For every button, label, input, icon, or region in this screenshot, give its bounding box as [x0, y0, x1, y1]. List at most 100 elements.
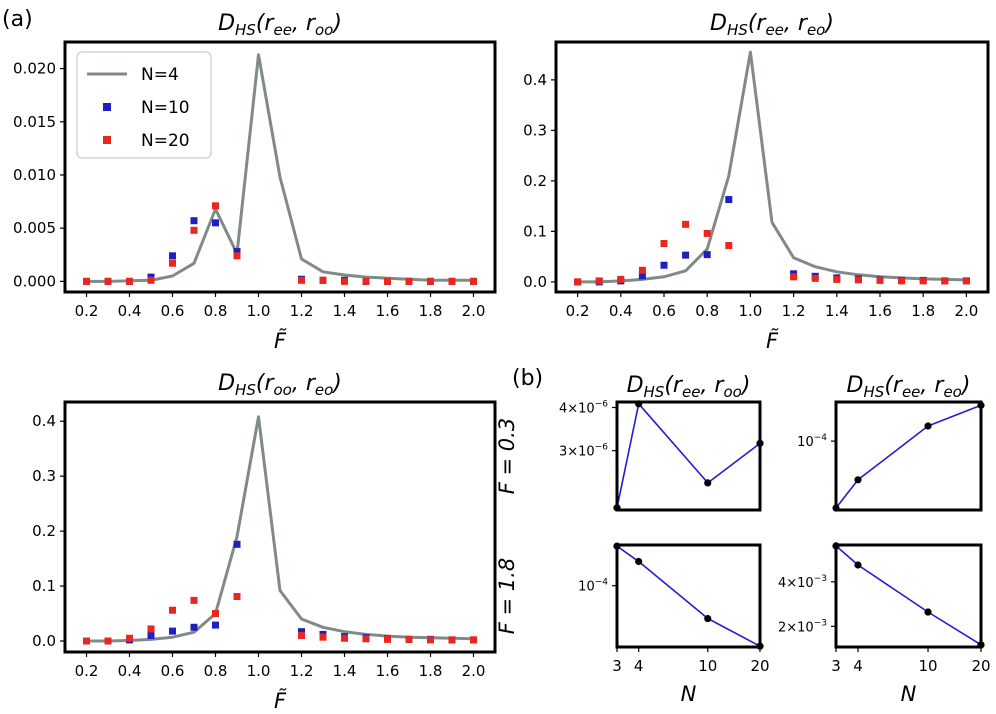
- data-point: [212, 621, 219, 629]
- series-line: [835, 545, 982, 646]
- y-tick-label: 0.4: [32, 412, 56, 430]
- x-tick-label: 1.6: [868, 302, 892, 320]
- data-point: [405, 277, 413, 285]
- x-tick-label: 1.4: [333, 302, 357, 320]
- data-point: [660, 240, 668, 248]
- y-tick-label: 0.005: [13, 219, 56, 237]
- x-tick-label: 4: [634, 657, 644, 675]
- data-point: [854, 561, 862, 569]
- x-tick-label: 20: [750, 657, 769, 675]
- data-point: [233, 252, 241, 260]
- x-tick-label: 0.2: [566, 302, 590, 320]
- axes-frame: [554, 40, 990, 294]
- x-tick-label: 4: [853, 657, 863, 675]
- data-point: [83, 637, 90, 645]
- data-point: [190, 596, 198, 604]
- data-point: [298, 628, 305, 636]
- legend-label: N=10: [141, 98, 190, 118]
- panel-a-label: (a): [2, 7, 33, 32]
- data-point: [126, 277, 133, 285]
- row-label: F̃ = 0.3: [494, 418, 519, 494]
- data-point: [470, 277, 477, 285]
- axes-frame: [834, 543, 983, 649]
- data-point: [703, 251, 711, 259]
- x-tick-label: 1.0: [247, 302, 271, 320]
- data-point: [233, 540, 241, 548]
- series-group: [83, 415, 477, 645]
- legend-swatch: [103, 103, 111, 111]
- data-point: [427, 636, 434, 644]
- data-point: [147, 276, 155, 284]
- series-line: [86, 415, 474, 643]
- data-point: [319, 276, 327, 284]
- x-tick-label: 1.0: [738, 302, 762, 320]
- data-point: [854, 276, 862, 284]
- data-point: [212, 202, 219, 210]
- chart-title: DHS(ree, roo): [218, 11, 342, 39]
- panel-b-label: (b): [512, 366, 543, 391]
- axes-frame: [834, 400, 983, 512]
- data-point: [169, 627, 176, 635]
- data-point: [341, 634, 348, 642]
- x-tick-label: 0.8: [204, 662, 228, 680]
- data-point: [233, 248, 241, 256]
- legend-label: N=4: [141, 65, 179, 85]
- data-point: [212, 610, 219, 618]
- y-tick-label: 0.000: [13, 272, 56, 290]
- chart-a2: DHS(ree, reo) 0.2 0.4 0.6 0.8 1.0 1.2 1.4 1.6 1.8…: [523, 11, 990, 353]
- data-point: [919, 277, 927, 285]
- data-point: [169, 259, 176, 267]
- x-tick-label: 0.6: [161, 662, 185, 680]
- chart-title: DHS(ree, reo): [847, 373, 971, 401]
- data-point: [362, 635, 370, 643]
- axes-frame: [63, 400, 497, 654]
- data-point: [233, 593, 241, 601]
- data-point: [898, 277, 906, 285]
- legend-swatch: [103, 136, 111, 144]
- x-tick-label: 0.2: [75, 302, 99, 320]
- data-point: [319, 633, 327, 641]
- series-line: [616, 402, 761, 508]
- y-tick-label: 4×10−3: [778, 574, 827, 591]
- data-point: [924, 608, 932, 616]
- x-tick-label: 1.2: [782, 302, 806, 320]
- data-point: [190, 226, 198, 234]
- x-tick-label: 1.8: [419, 302, 443, 320]
- chart-b12: DHS(ree, reo) 10−4: [797, 373, 985, 512]
- data-point: [298, 276, 305, 284]
- x-tick-label: 0.4: [118, 662, 142, 680]
- data-point: [147, 632, 155, 640]
- chart-title: DHS(roo, reo): [218, 371, 342, 399]
- data-point: [405, 635, 413, 643]
- y-tick-label: 0.0: [32, 632, 56, 650]
- x-tick-label: 2.0: [462, 302, 486, 320]
- data-point: [574, 278, 582, 286]
- x-tick-label: 2.0: [462, 662, 486, 680]
- data-point: [190, 217, 198, 225]
- y-tick-label: 0.2: [32, 522, 56, 540]
- y-tick-label: 0.015: [13, 113, 56, 131]
- x-tick-label: 0.6: [652, 302, 676, 320]
- data-point: [341, 277, 348, 285]
- x-axis-label: F̃: [274, 328, 287, 353]
- x-tick-label: 0.6: [161, 302, 185, 320]
- x-tick-label: 3: [612, 657, 622, 675]
- data-point: [126, 634, 133, 642]
- x-tick-label: 0.4: [609, 302, 633, 320]
- data-point: [725, 242, 733, 250]
- data-point: [811, 274, 819, 282]
- x-tick-label: 2.0: [954, 302, 978, 320]
- chart-a3: DHS(roo, reo) 0.2 0.4 0.6 0.8 1.0 1.2 1.4 1.6 1.8…: [32, 371, 497, 713]
- y-tick-label: 0.3: [523, 121, 547, 139]
- y-tick-label: 0.2: [523, 172, 547, 190]
- data-point: [704, 614, 712, 623]
- series-line: [835, 404, 982, 509]
- data-point: [83, 277, 90, 285]
- series-group: [574, 50, 970, 286]
- x-tick-label: 1.4: [333, 662, 357, 680]
- y-tick-label: 0.010: [13, 166, 56, 184]
- y-tick-label: 2×10−3: [778, 618, 827, 635]
- x-tick-label: 1.2: [290, 662, 314, 680]
- data-point: [362, 277, 370, 285]
- series-group: [832, 542, 985, 649]
